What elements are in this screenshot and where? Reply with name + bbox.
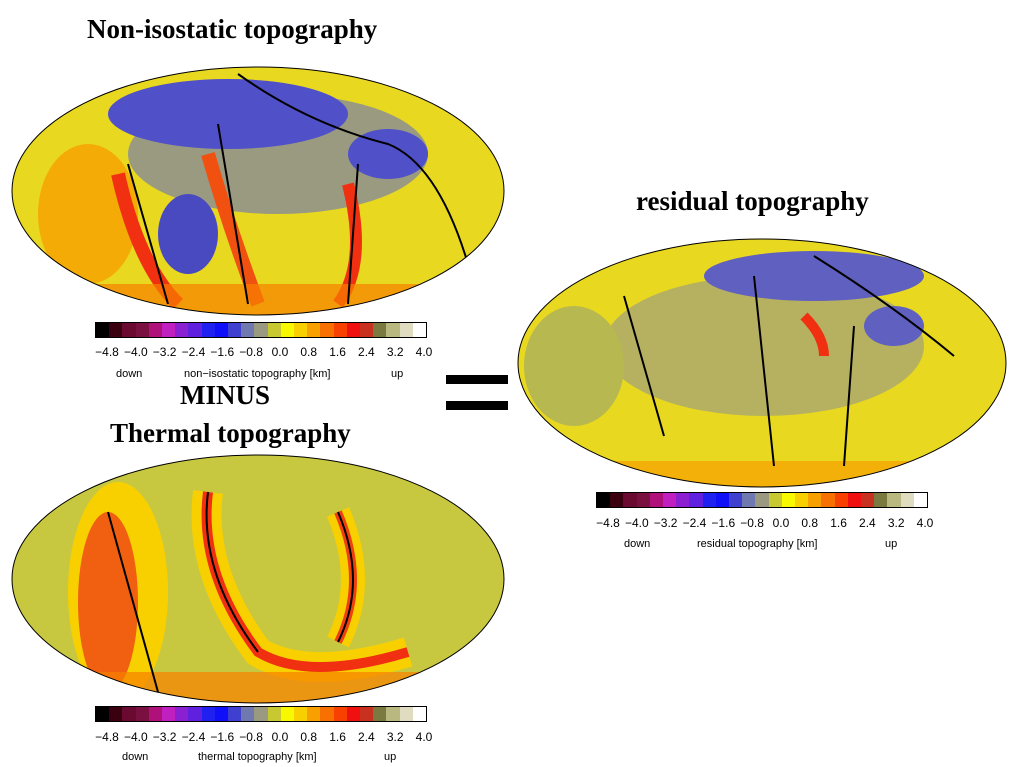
colorbar-swatch <box>755 493 769 507</box>
colorbar-swatch <box>346 323 361 337</box>
colorbar-swatch <box>729 493 743 507</box>
colorbar-swatch <box>399 323 413 337</box>
colorbar-swatch <box>399 707 413 721</box>
colorbar-swatch <box>373 707 387 721</box>
equals-sign-top <box>446 375 508 384</box>
colorbar-swatch <box>610 493 624 507</box>
colorbar-swatch <box>373 323 387 337</box>
colorbar-swatch <box>781 493 796 507</box>
title-residual: residual topography <box>636 186 869 216</box>
colorbar-swatch <box>597 493 611 507</box>
colorbar-swatch <box>214 707 229 721</box>
colorbar-swatch <box>360 707 374 721</box>
colorbar-swatch <box>96 707 110 721</box>
colorbar-swatch <box>768 493 782 507</box>
colorbar-swatch <box>636 493 650 507</box>
colorbar-swatch <box>201 323 215 337</box>
colorbar-swatch <box>294 707 308 721</box>
colorbar-swatch <box>742 493 756 507</box>
label-down: down <box>624 538 651 550</box>
colorbar <box>95 322 427 338</box>
label-down: down <box>122 751 149 763</box>
map-thermal <box>11 454 505 704</box>
colorbar-swatch <box>346 707 361 721</box>
colorbar-swatch <box>280 323 295 337</box>
label-up: up <box>391 368 404 380</box>
colorbar-swatch <box>188 707 202 721</box>
colorbar-swatch <box>241 323 255 337</box>
equals-sign-bottom <box>446 401 508 410</box>
colorbar-swatch <box>280 707 295 721</box>
title-minus: MINUS <box>180 380 271 410</box>
colorbar-swatch <box>649 493 664 507</box>
label-down: down <box>116 368 143 380</box>
colorbar-swatch <box>228 323 242 337</box>
colorbar-swatch <box>795 493 809 507</box>
colorbar-swatch <box>386 323 400 337</box>
colorbar-swatch <box>267 707 281 721</box>
colorbar-swatch <box>715 493 730 507</box>
colorbar-swatch <box>135 323 149 337</box>
colorbar-swatch <box>188 323 202 337</box>
colorbar-swatch <box>412 707 427 721</box>
colorbar-swatch <box>122 707 136 721</box>
colorbar-swatch <box>702 493 716 507</box>
colorbar-swatch <box>241 707 255 721</box>
colorbar-swatch <box>676 493 690 507</box>
colorbar-swatch <box>874 493 888 507</box>
colorbar-swatch <box>412 323 427 337</box>
colorbar-swatch <box>254 323 268 337</box>
colorbar-swatch <box>821 493 835 507</box>
colorbar-swatch <box>148 707 163 721</box>
colorbar-swatch <box>175 323 189 337</box>
colorbar-swatch <box>254 707 268 721</box>
colorbar-swatch <box>887 493 901 507</box>
axis-label: residual topography [km] <box>697 538 818 550</box>
colorbar-swatch <box>307 707 321 721</box>
colorbar-swatch <box>135 707 149 721</box>
colorbar-swatch <box>228 707 242 721</box>
label-up: up <box>885 538 898 550</box>
colorbar-swatch <box>320 323 334 337</box>
colorbar-swatch <box>847 493 862 507</box>
colorbar <box>596 492 928 508</box>
colorbar-swatch <box>96 323 110 337</box>
colorbar-swatch <box>201 707 215 721</box>
colorbar-swatch <box>689 493 703 507</box>
title-non-isostatic: Non-isostatic topography <box>87 14 378 44</box>
map-non-isostatic <box>11 66 505 316</box>
colorbar-swatch <box>333 707 347 721</box>
colorbar-swatch <box>214 323 229 337</box>
colorbar-swatch <box>808 493 822 507</box>
colorbar <box>95 706 427 722</box>
colorbar-swatch <box>913 493 928 507</box>
colorbar-swatch <box>834 493 848 507</box>
title-thermal: Thermal topography <box>110 418 351 448</box>
colorbar-swatch <box>320 707 334 721</box>
map-residual <box>517 238 1007 488</box>
colorbar-swatch <box>333 323 347 337</box>
colorbar-swatch <box>307 323 321 337</box>
colorbar-swatch <box>175 707 189 721</box>
colorbar-swatch <box>623 493 637 507</box>
colorbar-swatch <box>148 323 163 337</box>
colorbar-swatch <box>122 323 136 337</box>
colorbar-swatch <box>162 323 176 337</box>
axis-label: thermal topography [km] <box>198 751 317 763</box>
colorbar-swatch <box>267 323 281 337</box>
colorbar-swatch <box>386 707 400 721</box>
colorbar-swatch <box>109 323 123 337</box>
label-up: up <box>384 751 397 763</box>
colorbar-swatch <box>109 707 123 721</box>
axis-label: non−isostatic topography [km] <box>184 368 331 380</box>
colorbar-swatch <box>900 493 914 507</box>
colorbar-swatch <box>360 323 374 337</box>
colorbar-swatch <box>162 707 176 721</box>
colorbar-swatch <box>663 493 677 507</box>
colorbar-swatch <box>861 493 875 507</box>
colorbar-swatch <box>294 323 308 337</box>
